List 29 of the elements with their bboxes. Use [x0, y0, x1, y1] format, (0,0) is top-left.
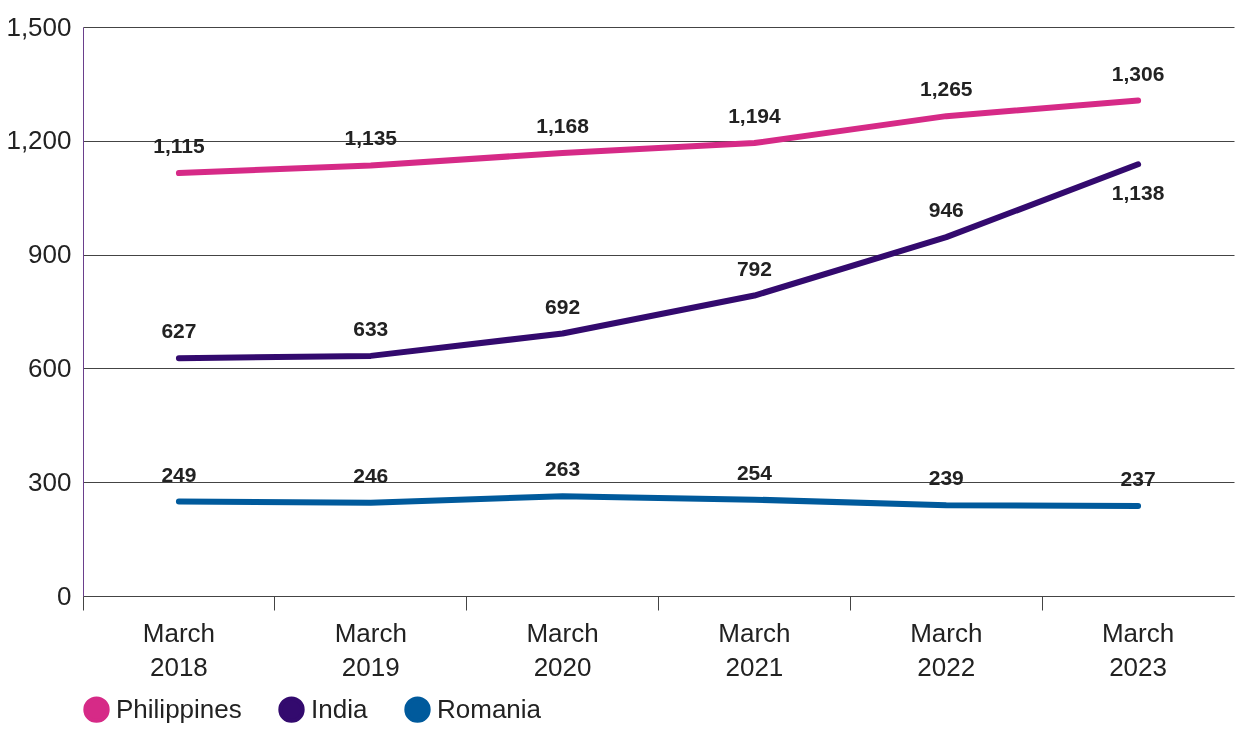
y-tick-label: 0 — [57, 580, 72, 611]
legend-label: India — [311, 693, 368, 724]
y-tick-label: 1,200 — [6, 125, 72, 156]
legend-label: Philippines — [116, 693, 242, 724]
data-label: 633 — [353, 316, 389, 340]
data-label: 1,194 — [728, 104, 782, 128]
data-label: 792 — [736, 256, 772, 280]
data-label: 249 — [161, 462, 197, 486]
x-tick-label: March 2021 — [718, 617, 791, 682]
legend-label: Romania — [437, 693, 542, 724]
data-label: 246 — [353, 463, 389, 487]
data-label: 1,168 — [536, 113, 590, 137]
data-label: 1,306 — [1111, 61, 1165, 85]
data-label: 1,138 — [1111, 181, 1165, 205]
x-tick-label: March 2020 — [526, 617, 599, 682]
y-tick-label: 600 — [28, 352, 72, 383]
data-label: 254 — [736, 460, 773, 484]
data-label: 692 — [545, 294, 581, 318]
data-label: 627 — [161, 319, 197, 343]
data-label: 946 — [928, 198, 964, 222]
y-tick-label: 1,500 — [6, 11, 72, 42]
data-label: 1,265 — [919, 77, 973, 101]
x-tick-label: March 2019 — [334, 617, 407, 682]
y-tick-label: 900 — [28, 239, 72, 270]
x-tick-label: March 2022 — [910, 617, 983, 682]
x-tick-label: March 2023 — [1101, 617, 1175, 682]
y-tick-label: 300 — [28, 466, 72, 497]
data-label: 263 — [545, 457, 581, 481]
x-tick-label: March 2018 — [142, 617, 216, 682]
